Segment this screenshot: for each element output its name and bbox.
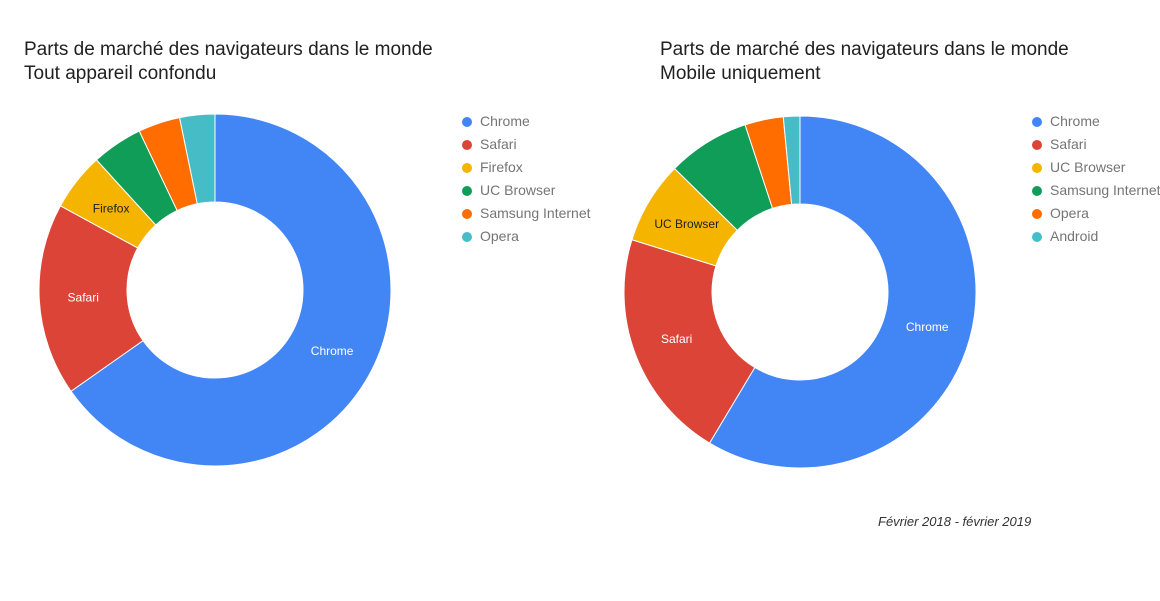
legend-item-firefox[interactable]: Firefox [462,159,592,182]
slice-android[interactable] [782,115,801,205]
legend-swatch [462,186,472,196]
legend-label: Samsung Internet [480,205,591,221]
legend-swatch [1032,232,1042,242]
legend-swatch [462,140,472,150]
legend-label: Safari [1050,136,1087,152]
legend-item-uc-browser[interactable]: UC Browser [462,182,592,205]
chart-title-line-1: Parts de marché des navigateurs dans le … [24,39,433,60]
legend-item-safari[interactable]: Safari [462,136,592,159]
legend-swatch [1032,117,1042,127]
legend-item-safari[interactable]: Safari [1032,136,1160,159]
slice-chrome[interactable] [70,113,392,467]
slice-label-safari: Safari [68,291,99,305]
slice-label-uc-browser: UC Browser [654,217,719,231]
legend-item-samsung-internet[interactable]: Samsung Internet [462,205,592,228]
legend-label: UC Browser [480,182,556,198]
slice-label-chrome: Chrome [311,344,354,358]
donut-chart-all-devices: Chrome Safari Firefox [38,113,392,467]
date-range-footnote: Février 2018 - février 2019 [878,514,1032,529]
legend-item-opera[interactable]: Opera [1032,205,1160,228]
chart-title-mobile: Parts de marché des navigateurs dans le … [660,38,1069,86]
slice-safari[interactable] [38,205,144,392]
legend-label: Opera [1050,205,1089,221]
slice-label-firefox: Firefox [93,202,130,216]
slice-label-safari: Safari [661,332,692,346]
legend-label: Safari [480,136,517,152]
legend-all-devices: Chrome Safari Firefox UC Browser Samsung Int… [462,113,592,251]
legend-swatch [1032,140,1042,150]
legend-item-chrome[interactable]: Chrome [462,113,592,136]
legend-label: UC Browser [1050,159,1126,175]
slice-safari[interactable] [623,239,756,444]
legend-item-chrome[interactable]: Chrome [1032,113,1160,136]
legend-label: Samsung Internet [1050,182,1160,198]
legend-item-android[interactable]: Android [1032,228,1160,251]
legend-item-uc-browser[interactable]: UC Browser [1032,159,1160,182]
legend-swatch [462,209,472,219]
legend-label: Opera [480,228,519,244]
chart-title-all-devices: Parts de marché des navigateurs dans le … [24,38,433,86]
donut-chart-mobile: Chrome Safari UC Browser [623,115,977,469]
legend-label: Firefox [480,159,523,175]
legend-label: Android [1050,228,1099,244]
legend-item-opera[interactable]: Opera [462,228,592,251]
chart-title-line-2: Mobile uniquement [660,63,821,84]
slice-chrome[interactable] [708,115,977,469]
legend-swatch [1032,186,1042,196]
chart-title-line-2: Tout appareil confondu [24,63,217,84]
legend-swatch [462,232,472,242]
slice-label-chrome: Chrome [906,320,949,334]
legend-swatch [462,117,472,127]
legend-swatch [462,163,472,173]
legend-swatch [1032,209,1042,219]
legend-item-samsung-internet[interactable]: Samsung Internet [1032,182,1160,205]
legend-swatch [1032,163,1042,173]
slice-opera[interactable] [178,113,216,205]
legend-label: Chrome [1050,113,1100,129]
legend-mobile: Chrome Safari UC Browser Samsung Internet Op… [1032,113,1160,251]
chart-title-line-1: Parts de marché des navigateurs dans le … [660,39,1069,60]
legend-label: Chrome [480,113,530,129]
